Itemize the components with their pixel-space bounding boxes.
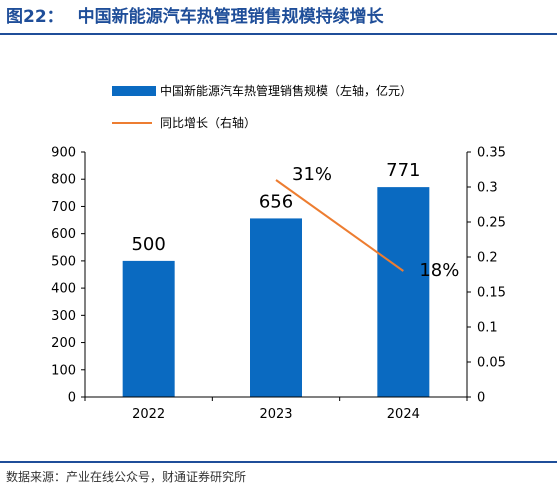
y-left-tick-label: 500 [51,254,76,269]
figure-title: 图22： 中国新能源汽车热管理销售规模持续增长 [6,4,384,30]
data-labels: 500 656 771 31% 18% [131,160,459,281]
legend-swatch-bar [112,86,156,96]
y-right-tick-label: 0.25 [477,216,506,231]
y-left-tick-label: 700 [51,200,76,215]
y-left-tick-label: 100 [51,363,76,378]
axes: 0 100 200 300 400 500 600 700 800 900 0 0.05 0.1 0.15… [51,146,506,423]
bar-2022 [122,260,175,397]
y-right-tick-label: 0.3 [477,181,498,196]
bar-value-label-2024: 771 [386,160,420,181]
y-left-tick-label: 900 [51,146,76,161]
x-tick-label-2024: 2024 [387,407,420,422]
line-value-label-2024: 18% [419,260,459,281]
yoy-growth-line [275,179,404,272]
y-right-tick-label: 0.35 [477,146,506,161]
bar-2024 [377,187,430,397]
title-divider [0,33,557,35]
y-left-tick-label: 200 [51,336,76,351]
legend-label-bar: 中国新能源汽车热管理销售规模（左轴，亿元） [160,83,412,98]
bar-value-label-2023: 656 [259,191,293,212]
chart: 中国新能源汽车热管理销售规模（左轴，亿元） 同比增长（右轴） 0 100 200 300… [51,83,506,423]
y-right-tick-label: 0.1 [477,321,498,336]
x-tick-label-2022: 2022 [132,407,165,422]
y-left-tick-label: 800 [51,173,76,188]
figure-title-text: 中国新能源汽车热管理销售规模持续增长 [77,7,384,27]
y-left-tick-label: 600 [51,227,76,242]
y-left-tick-label: 300 [51,309,76,324]
y-right-tick-label: 0.15 [477,286,506,301]
y-left-tick-label: 400 [51,282,76,297]
x-tick-label-2023: 2023 [259,407,292,422]
bar-series [122,187,430,397]
y-right-tick-label: 0.05 [477,356,506,371]
figure-number: 图22： [6,7,64,27]
footer-divider [0,461,557,463]
legend: 中国新能源汽车热管理销售规模（左轴，亿元） 同比增长（右轴） [112,83,412,130]
source-note: 数据来源：产业在线公众号，财通证券研究所 [6,470,247,484]
line-series [275,179,404,272]
bar-2023 [250,218,302,397]
legend-label-line: 同比增长（右轴） [160,115,256,130]
y-left-tick-label: 0 [68,391,76,406]
bar-value-label-2022: 500 [131,234,165,255]
y-right-tick-label: 0.2 [477,251,498,266]
y-right-tick-label: 0 [477,391,485,406]
line-value-label-2023: 31% [292,164,332,185]
